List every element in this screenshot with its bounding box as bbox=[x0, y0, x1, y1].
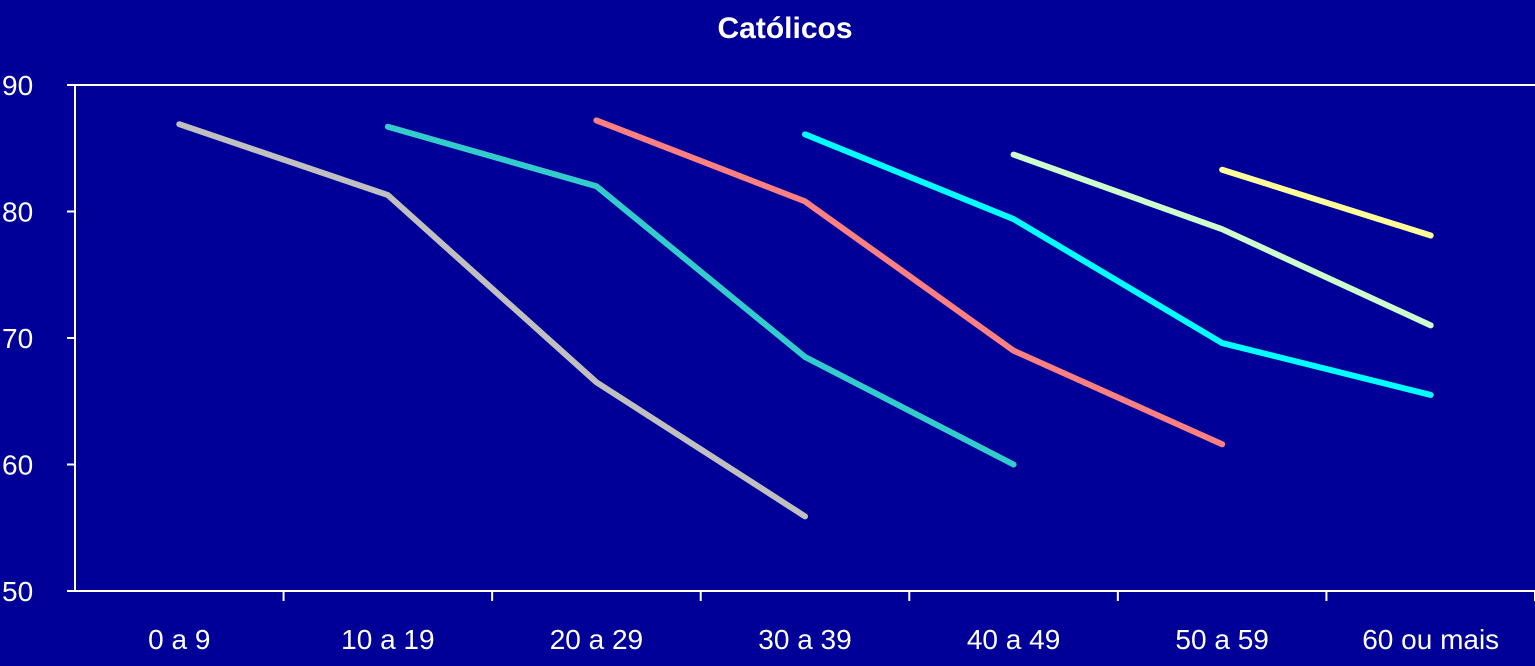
series-line-6 bbox=[1219, 166, 1434, 239]
series-line-5 bbox=[1010, 151, 1434, 329]
series-line-3 bbox=[593, 117, 1226, 448]
x-tick-label: 50 a 59 bbox=[1175, 624, 1268, 655]
y-tick-label: 80 bbox=[2, 197, 33, 228]
series-line-2 bbox=[384, 123, 1017, 468]
x-tick-label: 20 a 29 bbox=[550, 624, 643, 655]
series-group bbox=[176, 117, 1434, 520]
y-tick-label: 60 bbox=[2, 450, 33, 481]
x-tick-label: 60 ou mais bbox=[1362, 624, 1499, 655]
y-tick-label: 50 bbox=[2, 576, 33, 607]
y-tick-label: 70 bbox=[2, 323, 33, 354]
series-line-4 bbox=[802, 131, 1434, 398]
series-line-1 bbox=[176, 121, 808, 520]
chart-title: Católicos bbox=[717, 12, 852, 45]
x-tick-label: 0 a 9 bbox=[148, 624, 210, 655]
ticks: 50 60 70 80 90 0 a 9 10 a 19 20 a 29 30 a 39 40 a… bbox=[2, 70, 1535, 655]
y-tick-label: 90 bbox=[2, 70, 33, 101]
x-tick-label: 40 a 49 bbox=[967, 624, 1060, 655]
x-tick-label: 30 a 39 bbox=[758, 624, 851, 655]
x-tick-label: 10 a 19 bbox=[341, 624, 434, 655]
